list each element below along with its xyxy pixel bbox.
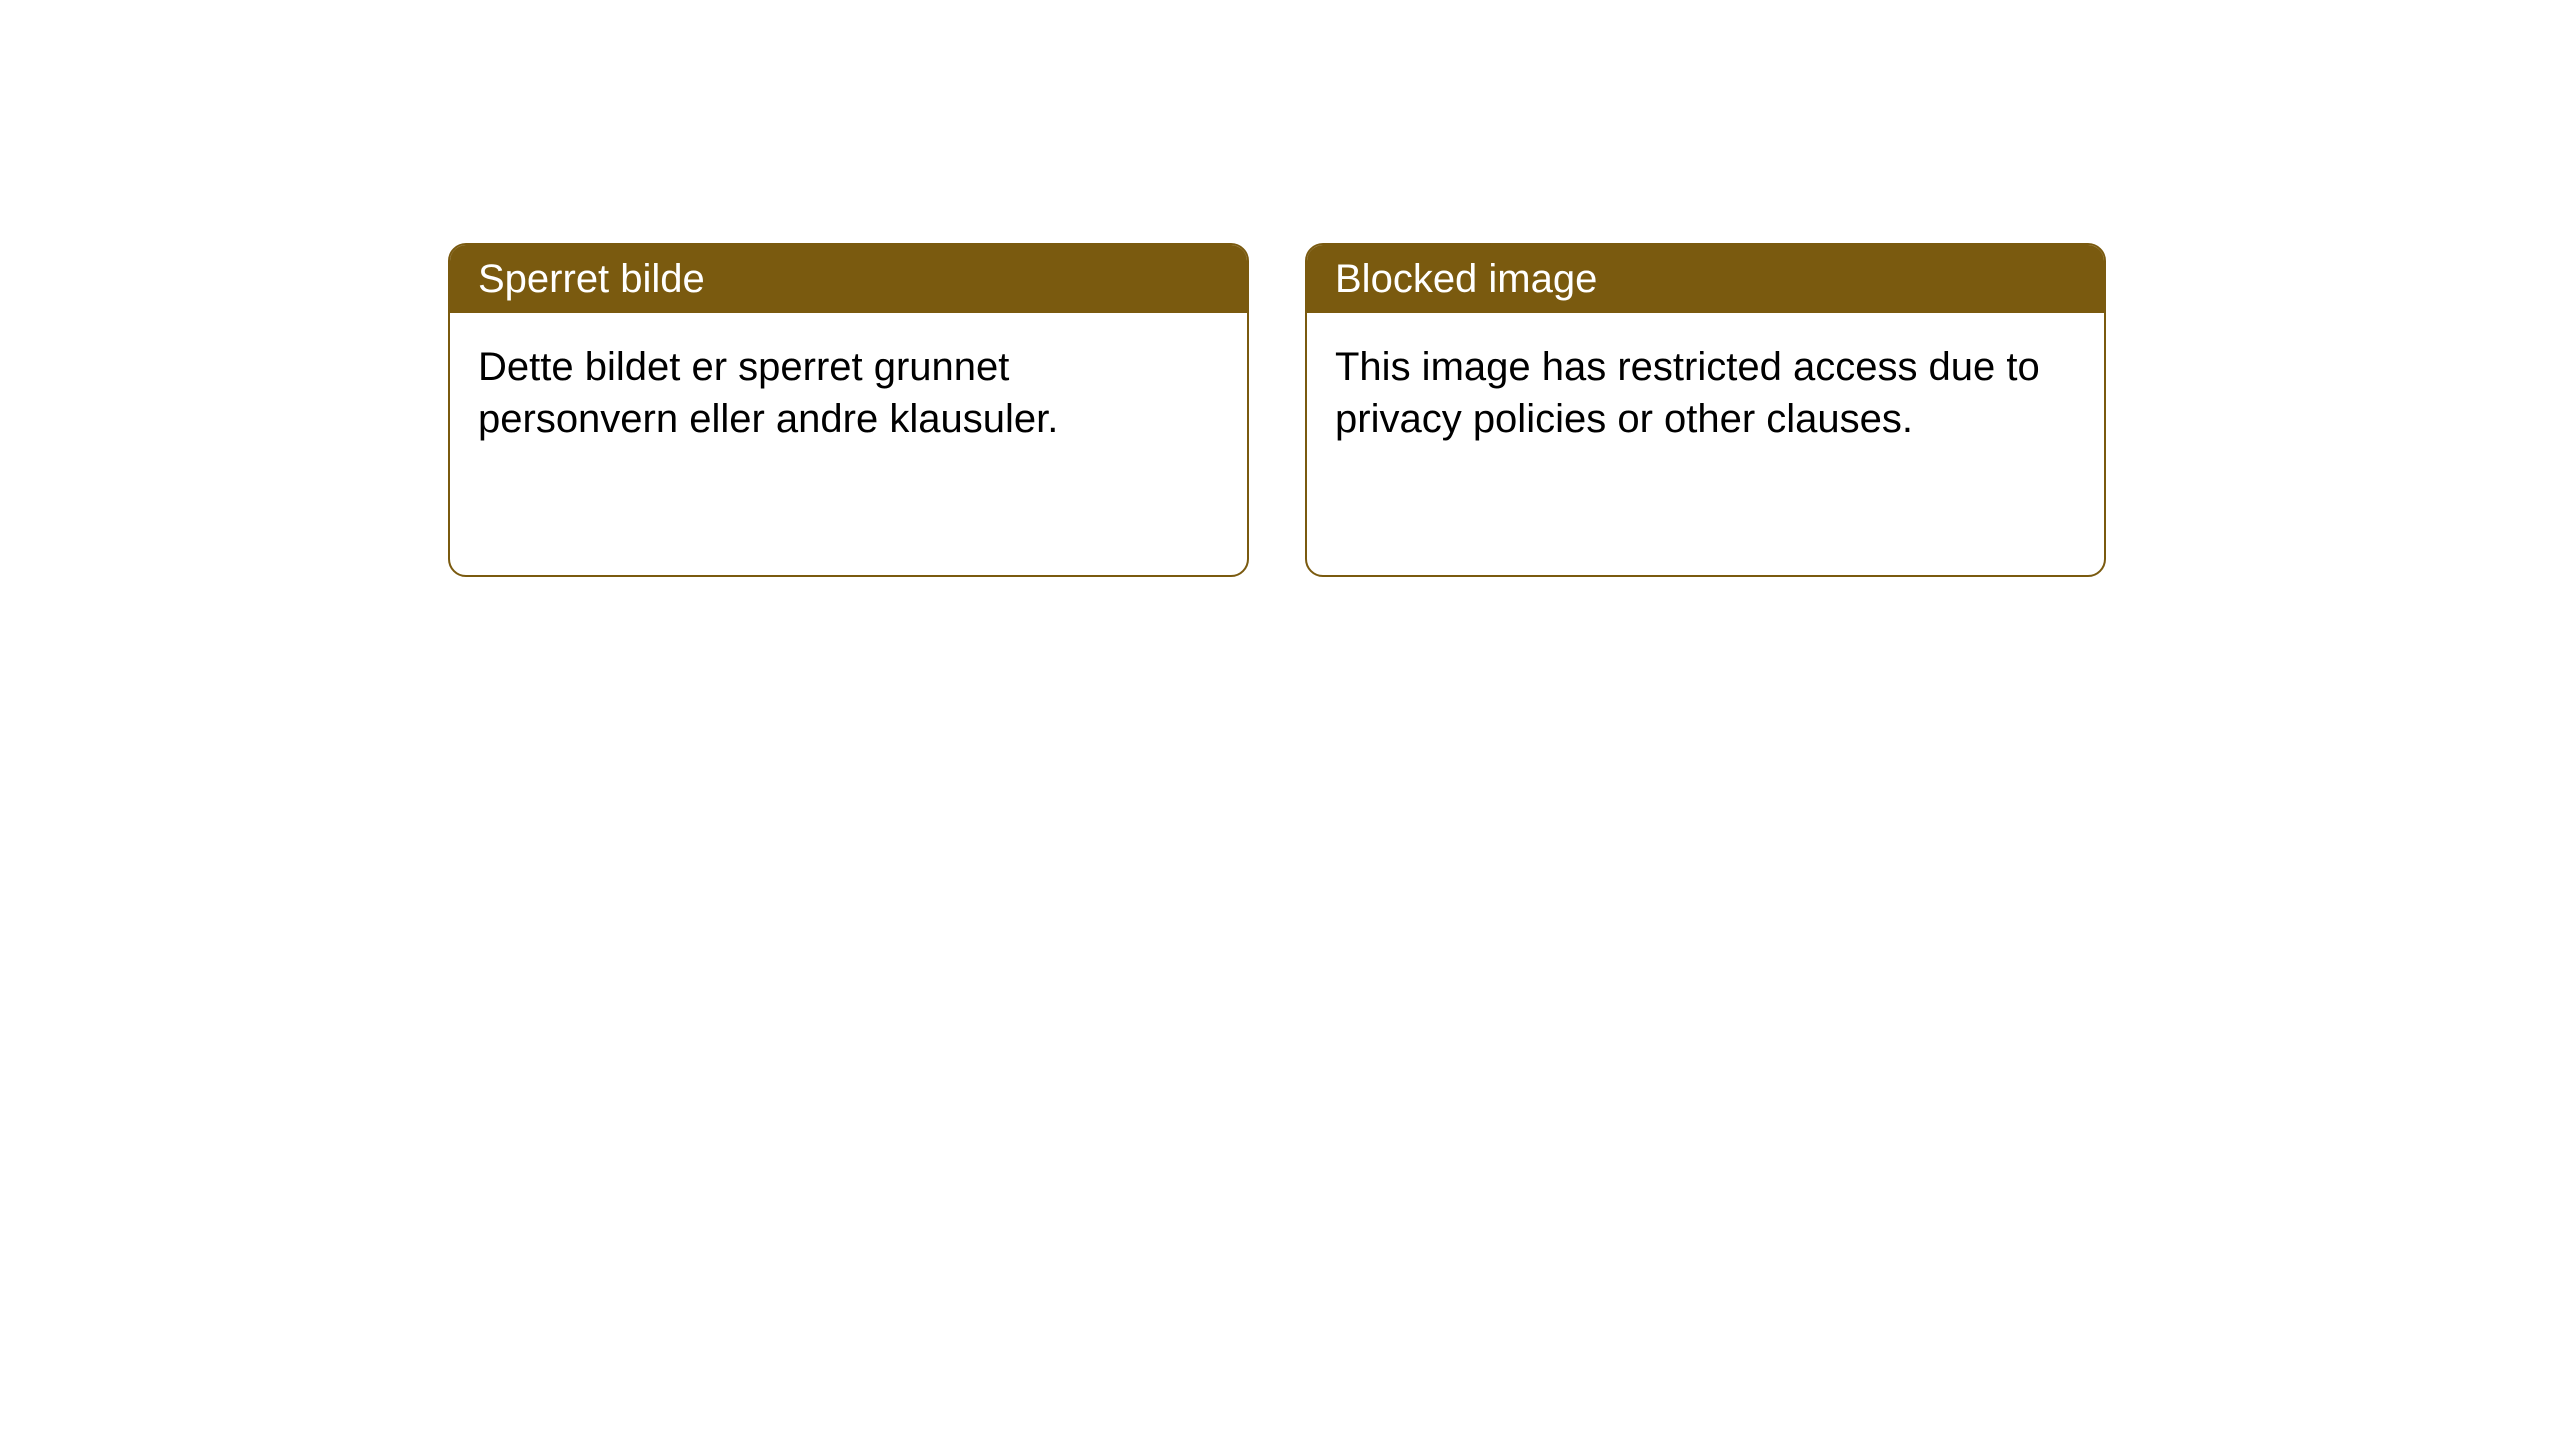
notice-card-norwegian: Sperret bilde Dette bildet er sperret gr… (448, 243, 1249, 577)
notice-message: Dette bildet er sperret grunnet personve… (478, 345, 1058, 441)
notice-body: This image has restricted access due to … (1307, 313, 2104, 473)
notice-header: Sperret bilde (450, 245, 1247, 313)
notice-title: Sperret bilde (478, 257, 705, 301)
notice-header: Blocked image (1307, 245, 2104, 313)
notice-title: Blocked image (1335, 257, 1597, 301)
notice-card-english: Blocked image This image has restricted … (1305, 243, 2106, 577)
notice-message: This image has restricted access due to … (1335, 345, 2040, 441)
notice-body: Dette bildet er sperret grunnet personve… (450, 313, 1247, 473)
notice-container: Sperret bilde Dette bildet er sperret gr… (448, 243, 2106, 577)
